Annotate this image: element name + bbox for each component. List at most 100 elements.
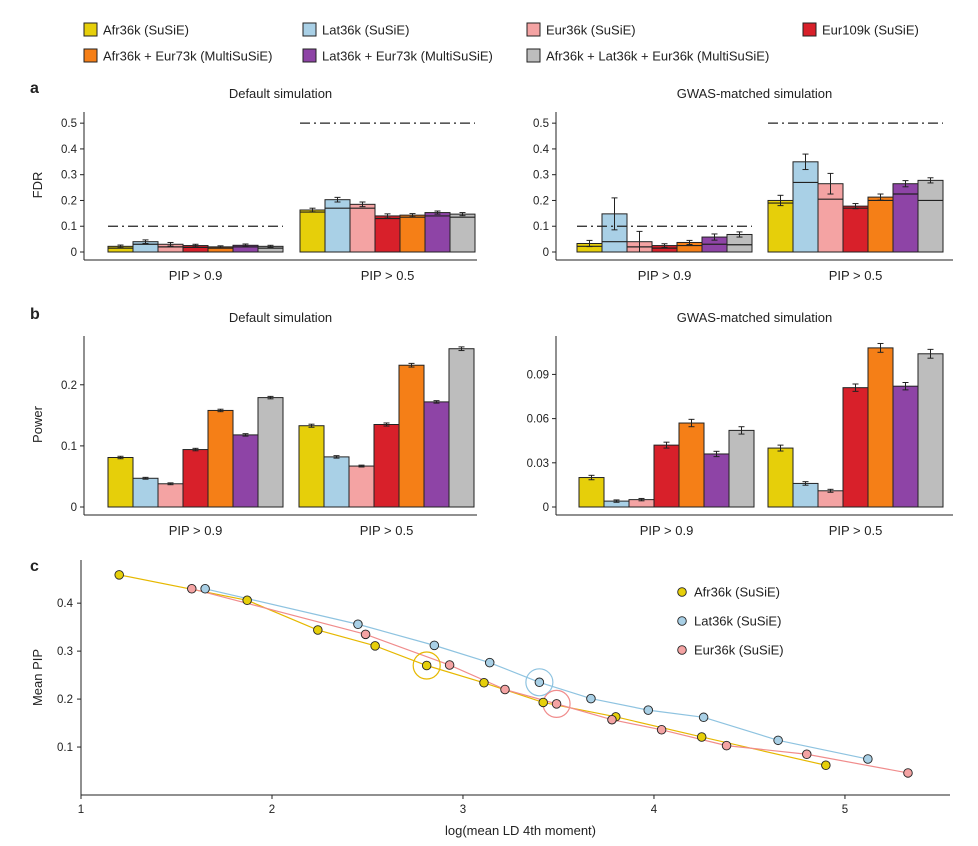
bar — [792, 161, 819, 253]
legend-marker — [677, 616, 687, 626]
data-point — [821, 760, 831, 771]
data-point — [696, 732, 707, 742]
bar — [374, 215, 401, 253]
data-point — [353, 619, 363, 630]
bar — [323, 456, 350, 508]
bar — [678, 422, 705, 508]
legend-item: Afr36k + Eur73k (MultiSuSiE) — [83, 48, 272, 64]
bar — [867, 196, 894, 253]
bar — [867, 347, 894, 508]
y-tick-label: 0 — [543, 502, 549, 514]
data-point — [802, 749, 812, 759]
bar — [601, 213, 628, 253]
y-tick-label: 0.03 — [527, 458, 549, 470]
legend-label: Eur36k (SuSiE) — [546, 23, 636, 38]
bar — [767, 447, 794, 508]
data-point — [200, 584, 210, 594]
category-label: PIP > 0.9 — [638, 268, 692, 283]
y-tick-label: 0.5 — [533, 118, 549, 130]
data-point — [538, 697, 548, 708]
bar — [792, 482, 819, 508]
data-point — [721, 740, 732, 751]
data-point — [500, 684, 510, 695]
data-point — [114, 570, 124, 580]
data-point — [773, 735, 783, 746]
chart-mean-pip-scatter: 1 2 3 4 5 0.1 0.2 0.3 0.4 log(mean LD 4th moment)… — [30, 560, 950, 838]
legend-label: Eur109k (SuSiE) — [822, 23, 919, 38]
category-label: PIP > 0.5 — [360, 523, 414, 538]
bar — [324, 199, 351, 253]
data-point — [534, 677, 545, 688]
y-tick-label: 0.1 — [533, 221, 549, 233]
chart-fdr-gwas-matched: 0 0.1 0.2 0.3 0.4 0.5 GWAS-matched simulation P… — [533, 86, 953, 283]
data-point — [643, 705, 653, 715]
bar — [703, 453, 730, 508]
bar — [917, 179, 944, 253]
legend-swatch — [83, 22, 98, 37]
panel-letter-b: b — [30, 306, 40, 323]
legend-item: Lat36k + Eur73k (MultiSuSiE) — [302, 48, 493, 64]
bar — [653, 444, 680, 508]
chart-fdr-default: 0 0.1 0.2 0.3 0.4 0.5 Default simulation FDR PIP… — [30, 86, 477, 283]
bar — [348, 465, 375, 508]
bar — [892, 385, 919, 508]
data-point — [370, 641, 380, 651]
y-tick-label: 0.4 — [533, 144, 550, 156]
bar — [157, 483, 184, 508]
data-point — [479, 678, 489, 688]
legend-swatch — [526, 48, 541, 63]
bar — [182, 449, 209, 508]
bar — [917, 353, 944, 508]
x-tick-label: 1 — [78, 804, 84, 816]
data-point — [313, 625, 323, 635]
y-axis-label: FDR — [30, 172, 45, 199]
y-tick-label: 0.2 — [57, 694, 73, 706]
bar — [207, 409, 234, 508]
bar — [373, 424, 400, 508]
y-tick-label: 0.1 — [61, 221, 77, 233]
legend-swatch — [802, 22, 817, 37]
panel-letter-a: a — [30, 80, 39, 97]
legend-label: Afr36k + Lat36k + Eur36k (MultiSuSiE) — [546, 49, 769, 64]
series-line — [191, 588, 909, 774]
data-point — [698, 712, 709, 723]
y-tick-label: 0.09 — [527, 369, 549, 381]
legend-marker — [677, 587, 687, 597]
data-point — [551, 699, 562, 709]
legend-label: Afr36k (SuSiE) — [103, 23, 189, 38]
x-tick-label: 2 — [269, 804, 275, 816]
y-tick-label: 0.4 — [61, 144, 78, 156]
bar — [399, 214, 426, 253]
y-tick-label: 0.1 — [61, 441, 77, 453]
legend-item: Afr36k + Lat36k + Eur36k (MultiSuSiE) — [526, 48, 769, 64]
legend-item: Eur109k (SuSiE) — [802, 22, 919, 38]
y-tick-label: 0.06 — [527, 414, 549, 426]
legend-entry: Afr36k (SuSiE) — [694, 585, 780, 600]
bar — [817, 490, 844, 508]
data-point — [484, 657, 495, 668]
bar — [132, 477, 159, 508]
y-tick-label: 0 — [71, 247, 77, 259]
bar — [398, 364, 425, 508]
bar — [449, 213, 476, 253]
highlight-ring — [412, 651, 441, 680]
legend-swatch — [83, 48, 98, 63]
highlight-ring — [525, 668, 554, 697]
data-point — [903, 768, 913, 778]
y-tick-label: 0.3 — [61, 170, 77, 182]
bar — [299, 209, 326, 253]
y-tick-label: 0.1 — [57, 742, 73, 754]
legend-entry: Lat36k (SuSiE) — [694, 614, 781, 629]
legend-swatch — [302, 48, 317, 63]
bar — [842, 387, 869, 508]
legend-entry: Eur36k (SuSiE) — [694, 643, 784, 658]
y-tick-label: 0.2 — [61, 380, 77, 392]
bar — [424, 212, 451, 253]
data-point — [429, 640, 440, 651]
x-axis-label: log(mean LD 4th moment) — [445, 823, 596, 838]
y-tick-label: 0.3 — [533, 170, 549, 182]
series-line — [205, 588, 868, 760]
legend-label: Afr36k + Eur73k (MultiSuSiE) — [103, 49, 272, 64]
